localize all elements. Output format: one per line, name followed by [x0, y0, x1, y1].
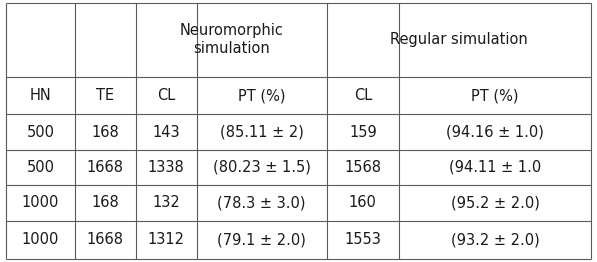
Text: 1668: 1668: [87, 160, 124, 175]
Text: 1668: 1668: [87, 232, 124, 248]
Text: CL: CL: [157, 88, 176, 103]
Text: 1568: 1568: [344, 160, 381, 175]
Text: (78.3 ± 3.0): (78.3 ± 3.0): [217, 195, 306, 210]
Text: (93.2 ± 2.0): (93.2 ± 2.0): [451, 232, 540, 248]
Text: CL: CL: [354, 88, 372, 103]
Text: (79.1 ± 2.0): (79.1 ± 2.0): [217, 232, 306, 248]
Text: 143: 143: [152, 124, 180, 140]
Text: PT (%): PT (%): [471, 88, 519, 103]
Text: 132: 132: [152, 195, 180, 210]
Text: (80.23 ± 1.5): (80.23 ± 1.5): [213, 160, 310, 175]
Text: 1000: 1000: [22, 232, 59, 248]
Text: (94.11 ± 1.0: (94.11 ± 1.0: [449, 160, 541, 175]
Text: 160: 160: [349, 195, 377, 210]
Text: (94.16 ± 1.0): (94.16 ± 1.0): [446, 124, 544, 140]
Text: (95.2 ± 2.0): (95.2 ± 2.0): [451, 195, 540, 210]
Text: HN: HN: [30, 88, 51, 103]
Text: Neuromorphic
simulation: Neuromorphic simulation: [179, 23, 283, 56]
Text: 1553: 1553: [344, 232, 381, 248]
Text: 168: 168: [91, 195, 119, 210]
Text: Regular simulation: Regular simulation: [390, 32, 528, 47]
Text: (85.11 ± 2): (85.11 ± 2): [220, 124, 304, 140]
Text: 1338: 1338: [148, 160, 184, 175]
Text: TE: TE: [96, 88, 115, 103]
Text: PT (%): PT (%): [238, 88, 285, 103]
Text: 168: 168: [91, 124, 119, 140]
Text: 1312: 1312: [148, 232, 185, 248]
Text: 500: 500: [26, 124, 54, 140]
Text: 500: 500: [26, 160, 54, 175]
Text: 159: 159: [349, 124, 377, 140]
Text: 1000: 1000: [22, 195, 59, 210]
